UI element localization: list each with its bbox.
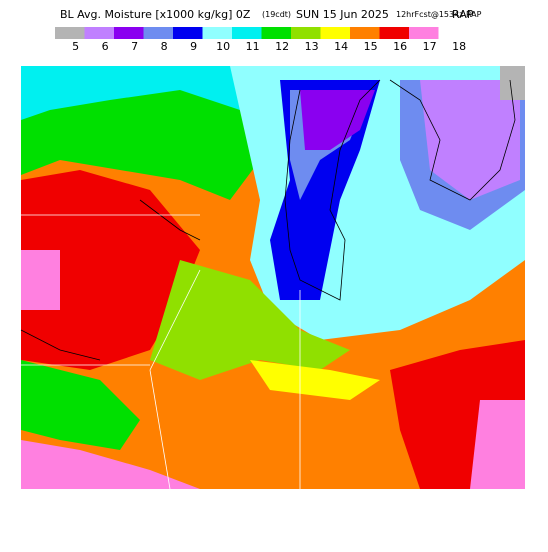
forecast: 12hrFcst@1534z RAP	[396, 10, 482, 19]
title: BL Avg. Moisture [x1000 kg/kg] 0Z	[60, 8, 251, 21]
model: RAP	[452, 8, 474, 21]
colorbar-label: 15	[364, 40, 378, 53]
colorbar: 5 6 7 8 9 10 11 12 13 14 15 16 17 18	[55, 27, 466, 53]
colorbar-label: 18	[452, 40, 466, 53]
colorbar-label: 16	[393, 40, 407, 53]
colorbar-label: 5	[72, 40, 79, 53]
color-swatch	[409, 27, 439, 39]
colorbar-label: 9	[190, 40, 197, 53]
color-swatch	[173, 27, 203, 39]
color-swatch	[320, 27, 350, 39]
colorbar-label: 6	[102, 40, 109, 53]
color-swatch	[379, 27, 409, 39]
colorbar-label: 14	[334, 40, 348, 53]
map	[20, 66, 525, 490]
color-swatch	[202, 27, 232, 39]
colorbar-label: 12	[275, 40, 289, 53]
color-swatch	[143, 27, 173, 39]
colorbar-label: 13	[305, 40, 319, 53]
color-swatch	[232, 27, 262, 39]
colorbar-label: 10	[216, 40, 230, 53]
color-swatch	[350, 27, 380, 39]
colorbar-label: 11	[246, 40, 260, 53]
local-time: (19cdt)	[262, 10, 291, 19]
date: SUN 15 Jun 2025	[296, 8, 389, 21]
color-swatch	[114, 27, 144, 39]
color-swatch	[84, 27, 114, 39]
colorbar-label: 17	[423, 40, 437, 53]
colorbar-label: 7	[131, 40, 138, 53]
colorbar-label: 8	[161, 40, 168, 53]
color-swatch	[261, 27, 291, 39]
color-swatch	[291, 27, 321, 39]
color-swatch	[55, 27, 85, 39]
